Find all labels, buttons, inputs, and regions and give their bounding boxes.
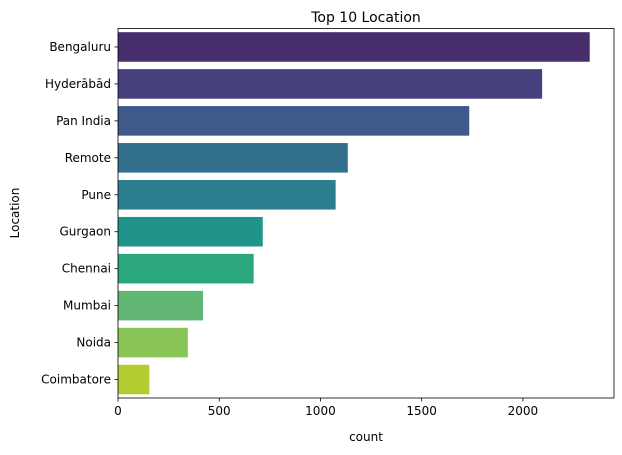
plot-frame (117, 28, 615, 399)
y-axis-label: Location (8, 188, 22, 239)
y-axis-ticks: Bengaluru Hyderābād Pan India Remote Pune Gur… (41, 40, 118, 387)
x-tick-label-3: 1500 (406, 404, 437, 418)
y-tick-label-1: Hyderābād (45, 77, 111, 91)
y-tick-label-8: Noida (76, 336, 111, 350)
bar-6 (118, 253, 254, 284)
bars-group (118, 32, 590, 395)
x-axis-ticks: 0 500 1000 1500 2000 (114, 398, 538, 418)
bar-9 (118, 364, 150, 395)
bar-5 (118, 216, 263, 247)
bar-2 (118, 106, 470, 136)
bar-4 (118, 179, 336, 210)
x-tick-label-4: 2000 (508, 404, 539, 418)
y-tick-label-0: Bengaluru (49, 40, 111, 54)
x-tick-label-2: 1000 (305, 404, 336, 418)
x-tick-label-1: 500 (208, 404, 231, 418)
bar-0 (118, 32, 590, 62)
y-tick-label-6: Chennai (62, 262, 111, 276)
x-axis-label: count (349, 430, 383, 444)
bar-7 (118, 290, 204, 321)
y-tick-label-3: Remote (65, 151, 111, 165)
chart-title: Top 10 Location (310, 10, 421, 26)
bar-8 (118, 327, 188, 358)
y-tick-label-4: Pune (81, 188, 111, 202)
y-tick-label-9: Coimbatore (41, 373, 111, 387)
y-tick-label-2: Pan India (56, 114, 111, 128)
y-tick-label-5: Gurgaon (59, 225, 111, 239)
bar-3 (118, 143, 348, 173)
y-tick-label-7: Mumbai (63, 299, 111, 313)
bar-1 (118, 69, 543, 99)
x-tick-label-0: 0 (114, 404, 122, 418)
